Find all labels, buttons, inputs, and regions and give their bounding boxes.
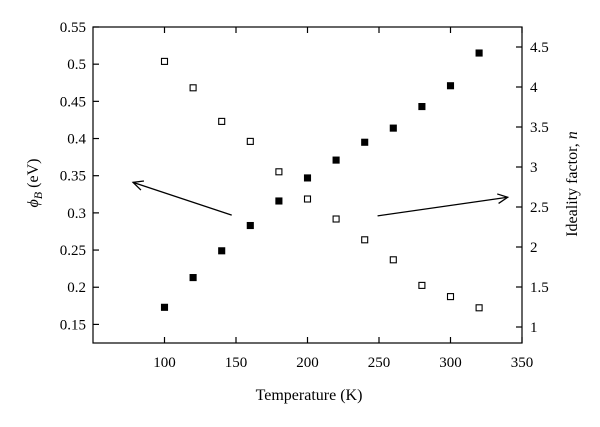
barrier-height-point	[303, 174, 312, 182]
ideality-factor-point	[275, 168, 283, 176]
y-left-tick-label: 0.2	[67, 280, 86, 296]
barrier-height-point	[160, 303, 169, 311]
y-left-label-unit: (eV)	[25, 159, 42, 192]
barrier-height-point	[446, 82, 455, 90]
y-right-tick-label: 2.5	[530, 200, 549, 216]
ideality-factor-point	[418, 281, 426, 289]
arrow-to-right-axis	[377, 193, 510, 217]
y-axis-left-label: ϕB (eV)	[25, 159, 45, 208]
x-tick-label: 250	[368, 355, 391, 371]
ideality-factor-point	[303, 195, 312, 203]
y-right-tick-label: 2	[530, 240, 538, 256]
y-left-tick-label: 0.3	[67, 206, 86, 222]
y-left-label-symbol: ϕ	[25, 199, 42, 207]
barrier-height-point	[246, 221, 254, 230]
ideality-factor-point	[160, 57, 169, 65]
y-axis-right-label: Ideality factor, n	[564, 131, 581, 237]
y-right-tick-label: 1.5	[530, 280, 549, 296]
y-left-tick-label: 0.5	[67, 57, 86, 73]
x-tick-label: 350	[511, 355, 534, 371]
y-left-tick-label: 0.45	[60, 94, 86, 110]
ideality-factor-point	[475, 304, 483, 312]
y-right-tick-label: 3	[530, 160, 538, 176]
ideality-factor-point	[361, 236, 369, 244]
y-right-label-italic: n	[564, 131, 581, 139]
x-tick-label: 300	[439, 355, 462, 371]
plot-frame	[92, 26, 523, 344]
x-tick-label: 200	[296, 355, 319, 371]
y-right-label-text: Ideality factor,	[564, 139, 581, 237]
y-left-tick-label: 0.25	[60, 243, 86, 259]
y-left-tick-label: 0.4	[67, 132, 86, 148]
ideality-factor-point	[189, 84, 197, 92]
barrier-height-point	[418, 103, 426, 111]
ideality-factor-point	[446, 293, 455, 301]
x-axis-label: Temperature (K)	[256, 387, 363, 404]
ideality-factor-point	[218, 117, 226, 125]
ideality-factor-point	[246, 137, 254, 145]
x-tick-label: 100	[153, 355, 176, 371]
barrier-height-point	[218, 247, 226, 255]
y-left-label-subscript: B	[31, 191, 45, 199]
y-right-tick-label: 4.5	[530, 40, 549, 56]
y-left-tick-label: 0.15	[60, 317, 86, 333]
barrier-height-point	[275, 197, 283, 205]
barrier-height-point	[189, 274, 197, 282]
barrier-height-point	[475, 49, 483, 57]
barrier-height-point	[389, 124, 397, 132]
arrow-to-left-axis	[131, 180, 232, 216]
ideality-factor-point	[332, 215, 340, 223]
y-right-tick-label: 4	[530, 80, 538, 96]
y-right-tick-label: 1	[530, 320, 538, 336]
barrier-height-point	[361, 138, 369, 146]
ideality-factor-point	[389, 256, 397, 264]
x-tick-label: 150	[225, 355, 248, 371]
barrier-height-point	[332, 156, 340, 164]
y-right-tick-label: 3.5	[530, 120, 549, 136]
y-left-tick-label: 0.55	[60, 20, 86, 36]
y-left-tick-label: 0.35	[60, 169, 86, 185]
